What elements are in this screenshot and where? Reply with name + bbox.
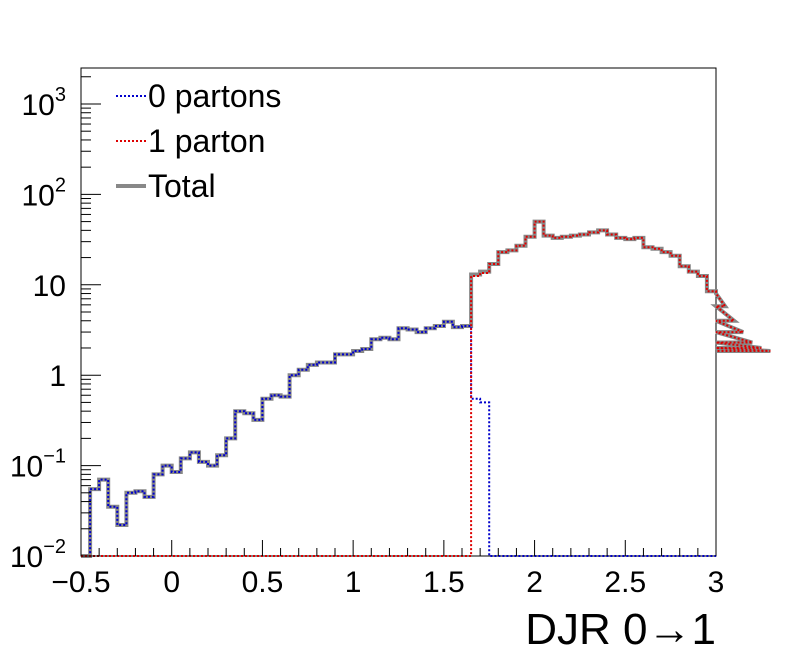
y-tick-label: 10−1 xyxy=(10,446,66,484)
x-tick-label: 2 xyxy=(526,566,543,599)
series-layer xyxy=(81,219,771,558)
x-axis: −0.5 0 0.5 1 1.5 2 2.5 3 xyxy=(51,540,724,599)
y-axis: 10−2 10−1 1 10 102 103 xyxy=(10,76,101,574)
x-tick-label: 0 xyxy=(163,566,180,599)
x-tick-label: 1 xyxy=(345,566,362,599)
series-0-partons xyxy=(81,320,716,557)
y-tick-label: 103 xyxy=(22,84,67,122)
y-tick-label: 1 xyxy=(49,360,66,393)
series-total xyxy=(81,219,771,558)
series-1-parton xyxy=(81,220,771,557)
legend-label: 0 partons xyxy=(148,78,281,114)
x-tick-label: 1.5 xyxy=(423,566,465,599)
x-tick-label: 2.5 xyxy=(604,566,646,599)
x-tick-label: 0.5 xyxy=(242,566,284,599)
y-tick-label: 102 xyxy=(22,174,67,212)
x-tick-label: 3 xyxy=(708,566,725,599)
legend-label: Total xyxy=(148,168,216,204)
y-tick-label: 10 xyxy=(33,270,66,303)
legend: 0 partons 1 parton Total xyxy=(116,78,281,204)
x-tick-label: −0.5 xyxy=(51,566,110,599)
y-tick-label: 10−2 xyxy=(10,536,66,574)
legend-label: 1 parton xyxy=(148,123,265,159)
x-axis-label: DJR 0→1 xyxy=(525,605,716,654)
